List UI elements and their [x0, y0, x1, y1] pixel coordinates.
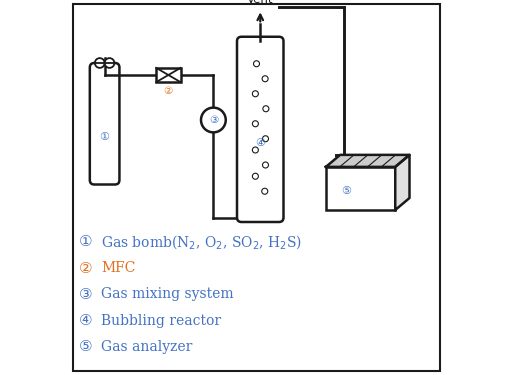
Text: Vent: Vent — [247, 0, 273, 6]
Circle shape — [252, 173, 259, 179]
Text: Bubbling reactor: Bubbling reactor — [101, 314, 221, 328]
Text: ⑤: ⑤ — [78, 339, 92, 354]
Circle shape — [95, 58, 105, 68]
Text: Gas analyzer: Gas analyzer — [101, 340, 192, 354]
Circle shape — [263, 106, 269, 112]
Circle shape — [252, 147, 259, 153]
Text: ①: ① — [78, 234, 92, 249]
FancyBboxPatch shape — [90, 63, 120, 184]
Text: ①: ① — [100, 132, 110, 142]
Circle shape — [253, 61, 260, 67]
Bar — [326, 167, 395, 210]
Text: Gas mixing system: Gas mixing system — [101, 287, 233, 302]
Text: ②: ② — [164, 87, 173, 96]
Text: ③: ③ — [78, 287, 92, 302]
Circle shape — [252, 91, 259, 97]
Text: ③: ③ — [209, 115, 218, 125]
Circle shape — [262, 188, 268, 194]
Bar — [156, 68, 181, 82]
Circle shape — [262, 76, 268, 82]
Text: ④: ④ — [255, 138, 265, 148]
Circle shape — [263, 162, 268, 168]
Text: ④: ④ — [78, 313, 92, 328]
Text: Gas bomb(N$_2$, O$_2$, SO$_2$, H$_2$S): Gas bomb(N$_2$, O$_2$, SO$_2$, H$_2$S) — [101, 233, 302, 251]
Circle shape — [201, 108, 226, 132]
Circle shape — [263, 136, 268, 142]
FancyBboxPatch shape — [237, 37, 284, 222]
Text: ⑤: ⑤ — [342, 186, 352, 196]
Circle shape — [105, 58, 114, 68]
Polygon shape — [326, 155, 409, 167]
Circle shape — [252, 121, 259, 127]
Text: ②: ② — [78, 261, 92, 276]
Text: MFC: MFC — [101, 261, 135, 275]
Polygon shape — [395, 155, 409, 210]
